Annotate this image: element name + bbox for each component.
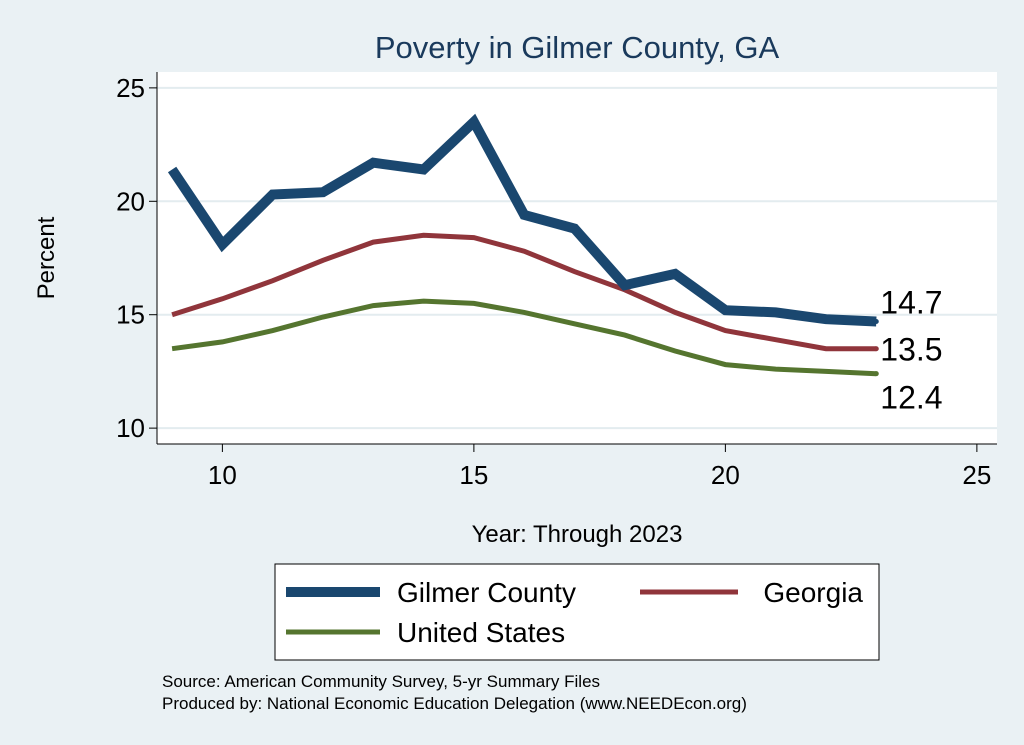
y-tick-label: 25: [116, 73, 145, 103]
legend-label: Gilmer County: [397, 577, 576, 608]
chart-title: Poverty in Gilmer County, GA: [375, 30, 780, 65]
y-tick-label: 10: [116, 413, 145, 443]
plot-area: [157, 72, 997, 444]
grid-lines: [157, 86, 997, 430]
produced-note: Produced by: National Economic Education…: [162, 694, 747, 713]
end-value-label: 13.5: [880, 332, 942, 368]
x-axis-title: Year: Through 2023: [472, 521, 683, 548]
legend-label: Georgia: [763, 577, 863, 608]
x-tick-label: 20: [711, 460, 740, 490]
x-tick-label: 15: [459, 460, 488, 490]
source-note: Source: American Community Survey, 5-yr …: [162, 672, 600, 691]
series-line-georgia: [171, 232, 877, 352]
y-axis-title: Percent: [33, 216, 60, 299]
end-labels: 12.4 13.5 14.7: [880, 285, 942, 416]
legend: Gilmer County Georgia United States: [286, 577, 863, 648]
x-tick-label: 10: [208, 460, 237, 490]
series-end-point: [873, 371, 879, 377]
y-tick-label: 15: [116, 300, 145, 330]
series-end-point: [873, 319, 879, 325]
series-end-point: [873, 346, 879, 352]
series-lines: [167, 113, 879, 377]
x-tick-label: 25: [962, 460, 991, 490]
axis-ticks: 10 15 20 25 10 15 20 25: [116, 73, 991, 490]
end-value-label: 14.7: [880, 285, 942, 321]
y-tick-label: 20: [116, 186, 145, 216]
legend-label: United States: [397, 617, 565, 648]
series-line-united-states: [171, 298, 877, 377]
series-line-gilmer-county: [167, 113, 877, 327]
legend-box: [274, 563, 880, 661]
end-value-label: 12.4: [880, 380, 942, 416]
